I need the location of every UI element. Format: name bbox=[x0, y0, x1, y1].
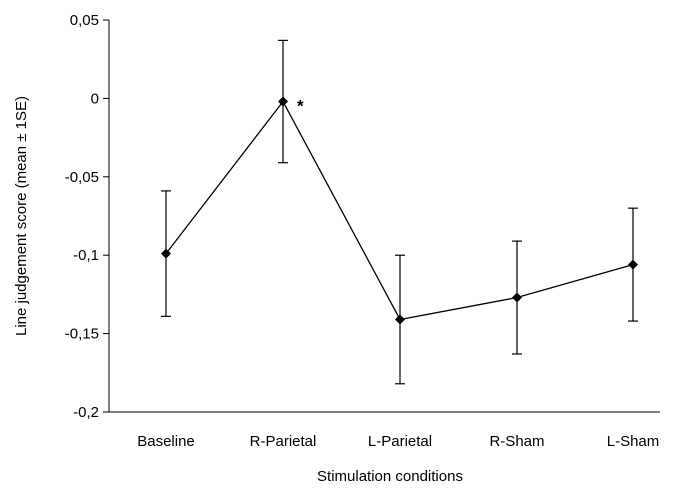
x-tick-label: R-Sham bbox=[489, 433, 544, 450]
y-tick-label: -0,05 bbox=[65, 169, 99, 186]
data-point bbox=[628, 259, 638, 270]
y-tick-label: 0 bbox=[91, 90, 99, 107]
y-tick-label: -0,15 bbox=[65, 326, 99, 343]
error-bars bbox=[161, 39, 638, 385]
y-ticks: 0,05 0 -0,05 -0,1 -0,15 -0,2 bbox=[65, 12, 109, 421]
data-point bbox=[512, 292, 522, 303]
x-axis-title: Stimulation conditions bbox=[317, 468, 463, 485]
y-tick-label: -0,2 bbox=[73, 404, 99, 421]
data-point bbox=[278, 96, 288, 107]
x-tick-label: L-Sham bbox=[607, 433, 660, 450]
x-tick-label: Baseline bbox=[137, 433, 195, 450]
data-markers bbox=[161, 96, 638, 325]
data-point bbox=[161, 248, 171, 259]
y-axis-title: Line judgement score (mean ± 1SE) bbox=[13, 96, 30, 336]
y-tick-label: -0,1 bbox=[73, 247, 99, 264]
y-tick-label: 0,05 bbox=[70, 12, 99, 29]
x-ticks: Baseline R-Parietal L-Parietal R-Sham L-Sham bbox=[137, 433, 659, 450]
significance-marker: * bbox=[297, 97, 304, 116]
axes bbox=[108, 20, 660, 413]
data-point bbox=[395, 314, 405, 325]
annotations: * bbox=[297, 97, 304, 116]
x-tick-label: R-Parietal bbox=[250, 433, 317, 450]
x-tick-label: L-Parietal bbox=[368, 433, 432, 450]
